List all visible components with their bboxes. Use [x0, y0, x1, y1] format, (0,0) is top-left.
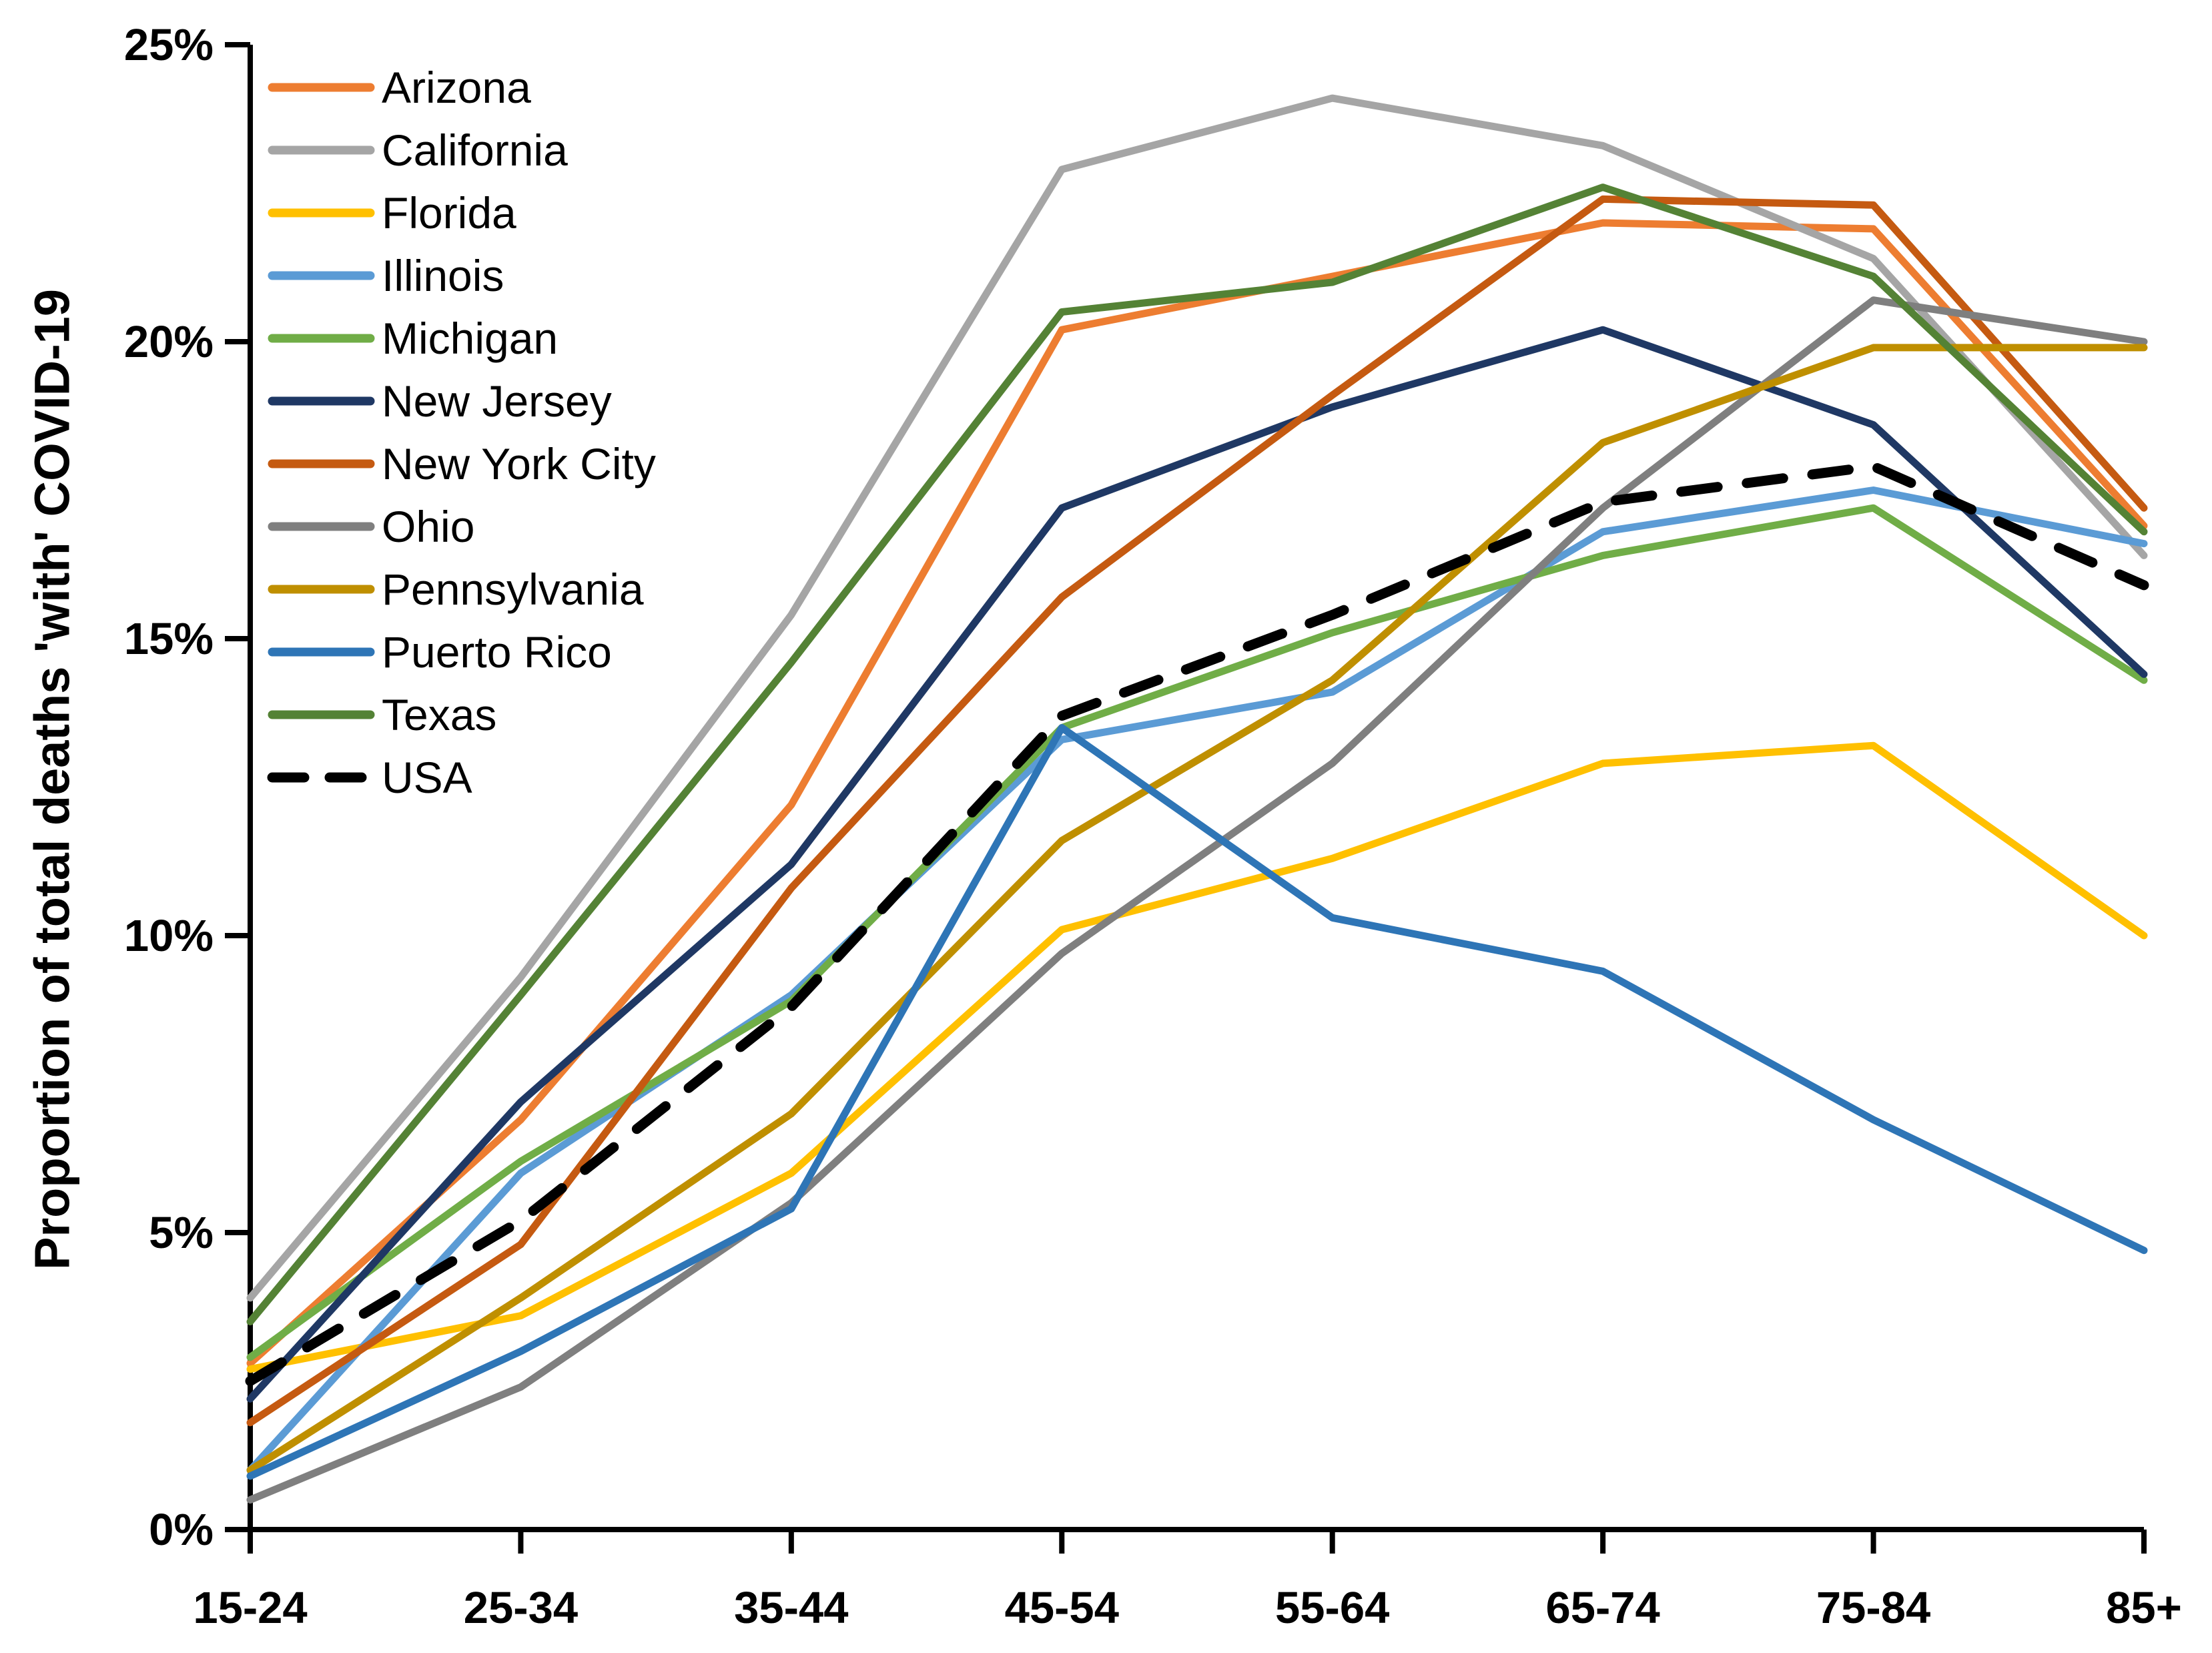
series-line-puerto-rico: [246, 724, 2148, 1480]
x-tick-label: 35-44: [734, 1583, 848, 1633]
y-tick-label: 15%: [124, 614, 214, 664]
legend-label-usa: USA: [382, 753, 472, 802]
y-tick-label: 5%: [149, 1208, 214, 1258]
x-tick-label: 85+: [2106, 1583, 2182, 1633]
series-line-arizona: [246, 219, 2148, 1367]
x-tick-label: 25-34: [464, 1583, 578, 1633]
legend-label-michigan: Michigan: [382, 314, 558, 363]
legend-label-california: California: [382, 125, 568, 175]
series-line-florida: [246, 741, 2148, 1373]
series-line-illinois: [246, 486, 2148, 1474]
y-tick-label: 20%: [124, 317, 214, 367]
legend-label-arizona: Arizona: [382, 63, 531, 112]
legend-label-ohio: Ohio: [382, 502, 474, 551]
legend-label-puerto-rico: Puerto Rico: [382, 627, 612, 677]
legend-label-illinois: Illinois: [382, 251, 504, 300]
series-line-michigan: [246, 504, 2148, 1361]
y-axis-title: Proportion of total deaths 'with' COVID-…: [24, 289, 80, 1270]
legend-label-new-york-city: New York City: [382, 439, 656, 488]
series-line-ohio: [246, 296, 2148, 1504]
series-line-pennsylvania: [246, 344, 2148, 1474]
legend-label-florida: Florida: [382, 188, 516, 238]
legend-label-pennsylvania: Pennsylvania: [382, 565, 644, 614]
series-line-texas: [246, 184, 2148, 1325]
y-tick-label: 0%: [149, 1505, 214, 1555]
series-line-california: [246, 94, 2148, 1302]
series-line-usa: [245, 461, 2149, 1386]
x-tick-label: 55-64: [1275, 1583, 1389, 1633]
legend-label-new-jersey: New Jersey: [382, 376, 612, 426]
legend-label-texas: Texas: [382, 690, 496, 739]
x-tick-label: 45-54: [1005, 1583, 1119, 1633]
y-tick-label: 25%: [124, 20, 214, 70]
x-tick-label: 75-84: [1816, 1583, 1930, 1633]
x-tick-label: 15-24: [193, 1583, 307, 1633]
series-line-new-jersey: [246, 326, 2148, 1403]
y-tick-label: 10%: [124, 911, 214, 961]
x-tick-label: 65-74: [1545, 1583, 1660, 1633]
